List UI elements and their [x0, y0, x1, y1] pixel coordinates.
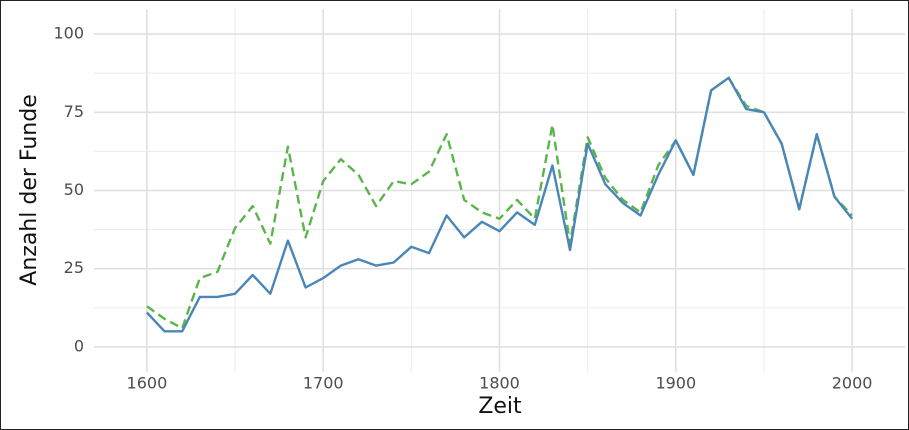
y-axis-title: Anzahl der Funde — [17, 94, 42, 285]
y-tick-label: 75 — [64, 102, 84, 121]
x-tick-label: 1900 — [655, 374, 696, 393]
y-tick-label: 50 — [64, 180, 84, 199]
x-axis-title: Zeit — [478, 394, 522, 419]
y-tick-label: 0 — [74, 336, 84, 355]
y-tick-label: 25 — [64, 258, 84, 277]
x-tick-label: 2000 — [832, 374, 873, 393]
y-tick-label: 100 — [53, 24, 84, 43]
x-tick-label: 1800 — [479, 374, 520, 393]
x-tick-label: 1700 — [303, 374, 344, 393]
series-line — [146, 76, 854, 333]
series-line — [146, 76, 853, 330]
x-tick-label: 1600 — [127, 374, 168, 393]
